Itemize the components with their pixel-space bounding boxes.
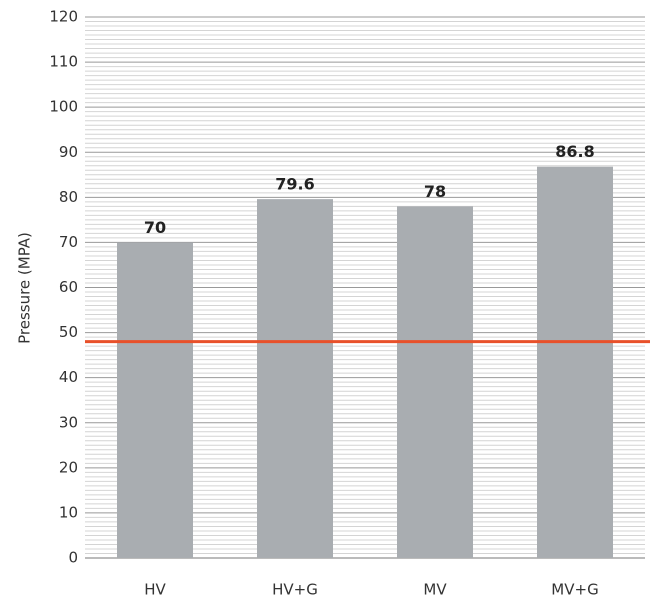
y-tick-label: 10 [59,503,78,521]
y-tick-label: 100 [49,98,78,116]
bar [257,199,333,559]
value-label: 79.6 [275,175,314,194]
value-label: 86.8 [555,142,594,161]
y-tick-label: 40 [59,368,78,386]
y-tick-label: 60 [59,278,78,296]
x-tick-label: MV [423,581,447,599]
value-label: 78 [424,182,446,201]
bar [397,206,473,558]
y-tick-label: 20 [59,458,78,476]
y-tick-label: 50 [59,323,78,341]
y-tick-label: 110 [49,53,78,71]
y-tick-label: 120 [49,8,78,26]
bar [537,166,613,558]
x-tick-label: HV [144,581,166,599]
x-tick-label: MV+G [551,581,598,599]
x-tick-label: HV+G [272,581,318,599]
y-tick-label: 0 [68,549,78,567]
value-label: 70 [144,218,166,237]
y-tick-label: 30 [59,413,78,431]
y-tick-label: 90 [59,143,78,161]
bar [117,242,193,558]
y-tick-label: 80 [59,188,78,206]
y-axis-label: Pressure (MPA) [16,232,34,344]
y-tick-label: 70 [59,233,78,251]
